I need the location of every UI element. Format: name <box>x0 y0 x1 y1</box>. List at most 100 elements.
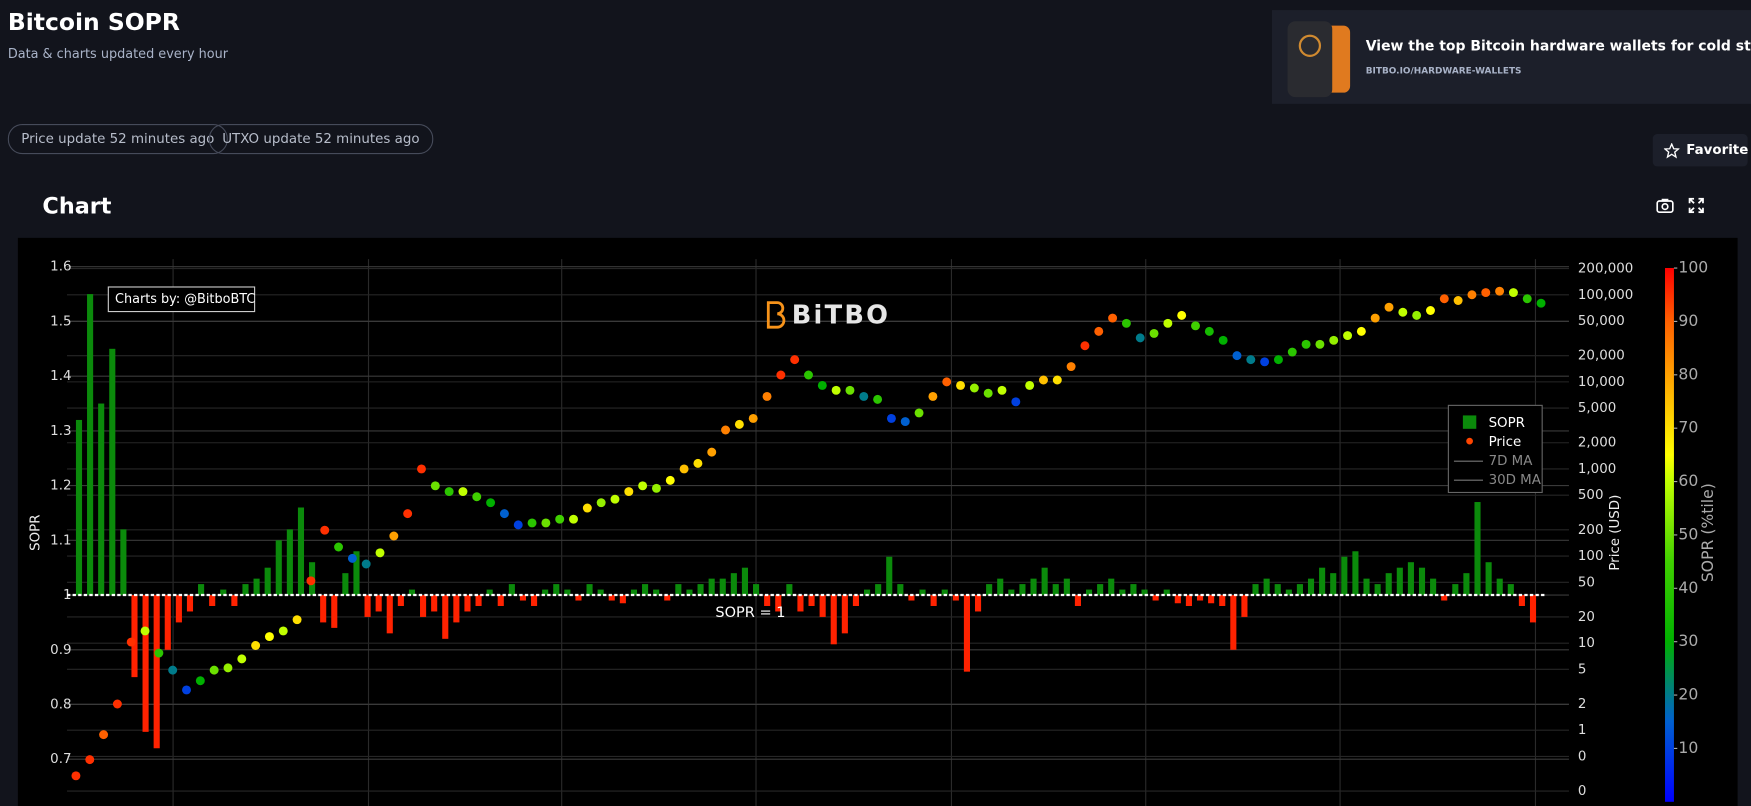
update-badge: Price update 52 minutes ago <box>7 123 228 155</box>
price-point <box>1384 302 1394 312</box>
sopr-bar <box>1363 578 1370 596</box>
sopr-bar <box>1452 584 1459 596</box>
y2-tick-label: 50 <box>1578 575 1595 590</box>
price-point <box>1536 298 1546 308</box>
y2-tick-label: 5 <box>1578 662 1587 677</box>
sopr-bar <box>986 584 993 596</box>
ad-banner[interactable]: View the top Bitcoin hardware wallets fo… <box>1271 10 1751 104</box>
price-point <box>1356 326 1366 336</box>
price-point <box>251 641 261 650</box>
sopr-bar <box>320 595 327 623</box>
colorbar-tick-label: 10 <box>1678 738 1698 757</box>
sopr-bar <box>442 595 449 639</box>
price-point <box>859 391 869 401</box>
page-subtitle: Data & charts updated every hour <box>7 45 229 62</box>
favorite-button[interactable]: Favorite <box>1652 134 1748 167</box>
sopr-bar <box>1152 595 1159 601</box>
sopr-bar <box>1074 595 1081 606</box>
sopr-bar <box>1241 595 1248 617</box>
sopr-bar <box>664 595 671 601</box>
price-point <box>900 417 910 427</box>
price-point <box>486 498 496 508</box>
price-point <box>209 665 219 675</box>
price-point <box>417 464 426 474</box>
sopr-bar <box>220 589 227 596</box>
sopr-bar <box>1285 589 1292 596</box>
ad-text: View the top Bitcoin hardware wallets fo… <box>1365 36 1751 54</box>
price-point <box>665 475 675 485</box>
y2-tick-label: 5,000 <box>1578 401 1616 416</box>
sopr-bar <box>397 595 404 606</box>
ad-url: BITBO.IO/HARDWARE-WALLETS <box>1365 65 1522 76</box>
page-title: Bitcoin SOPR <box>7 8 180 36</box>
sopr-bar <box>675 584 682 596</box>
sopr-bar <box>209 595 216 606</box>
sopr-bar <box>1430 578 1437 596</box>
sopr-bar <box>841 595 848 634</box>
sopr-bar <box>1307 578 1315 596</box>
price-point <box>361 559 371 569</box>
sopr-bar <box>386 595 393 634</box>
price-point <box>1246 355 1256 365</box>
legend-label: Price <box>1489 435 1522 450</box>
sopr-bar <box>863 589 871 596</box>
sopr-bar <box>1396 567 1403 596</box>
sopr-bar <box>1374 584 1381 596</box>
sopr-bar <box>275 540 282 596</box>
sopr-bar <box>1019 584 1026 596</box>
price-point <box>154 648 164 658</box>
sopr-bar <box>1097 584 1104 596</box>
sopr-bar <box>1341 556 1348 596</box>
sopr-bar <box>1085 589 1093 596</box>
price-point <box>444 487 454 497</box>
sopr-bar <box>1252 584 1259 596</box>
colorbar-tick-label: 40 <box>1678 578 1698 597</box>
price-point <box>1025 380 1035 390</box>
screenshot-button[interactable] <box>1656 198 1674 214</box>
y2-tick-label: 50,000 <box>1578 314 1625 329</box>
sopr-bar <box>919 589 926 596</box>
price-point <box>334 542 344 552</box>
sopr-bar <box>1441 595 1448 601</box>
price-point <box>292 615 302 625</box>
sopr-bar <box>952 595 959 601</box>
price-point <box>1481 288 1491 298</box>
sopr-bar <box>408 589 416 596</box>
sopr-bar <box>653 589 660 596</box>
sopr-bar <box>597 589 604 596</box>
sopr-bar <box>1330 573 1337 596</box>
sopr-bar <box>1208 595 1215 604</box>
price-point <box>223 663 233 673</box>
price-point <box>527 518 537 528</box>
y2-tick-label: 0 <box>1578 749 1587 764</box>
y2-tick-label: 100,000 <box>1578 288 1633 303</box>
sopr-bar <box>830 595 837 645</box>
sopr-bar <box>1108 578 1115 596</box>
price-point <box>140 626 150 636</box>
fullscreen-button[interactable] <box>1688 197 1704 214</box>
price-point <box>873 394 883 404</box>
price-point <box>596 498 606 508</box>
colorbar-tick-label: 30 <box>1678 631 1698 650</box>
colorbar-tick-label: 50 <box>1678 524 1698 543</box>
price-point <box>610 494 620 504</box>
colorbar <box>1665 268 1674 802</box>
sopr-bar <box>519 595 527 601</box>
price-point <box>969 383 979 393</box>
sopr-bar <box>75 419 83 596</box>
price-point <box>1495 286 1505 296</box>
price-point <box>126 637 136 647</box>
price-point <box>831 385 841 395</box>
y-tick-label: 0.7 <box>50 752 71 767</box>
sopr-bar <box>730 573 737 596</box>
sopr-bar <box>797 595 804 612</box>
price-point <box>1135 333 1145 343</box>
price-point <box>1467 290 1477 300</box>
price-point <box>1315 339 1325 349</box>
price-point <box>983 388 993 398</box>
sopr-bar <box>1352 551 1359 596</box>
price-point <box>1329 335 1339 345</box>
sopr-bar <box>1119 589 1126 596</box>
sopr-bar <box>497 595 504 606</box>
sopr-bar <box>531 595 538 606</box>
